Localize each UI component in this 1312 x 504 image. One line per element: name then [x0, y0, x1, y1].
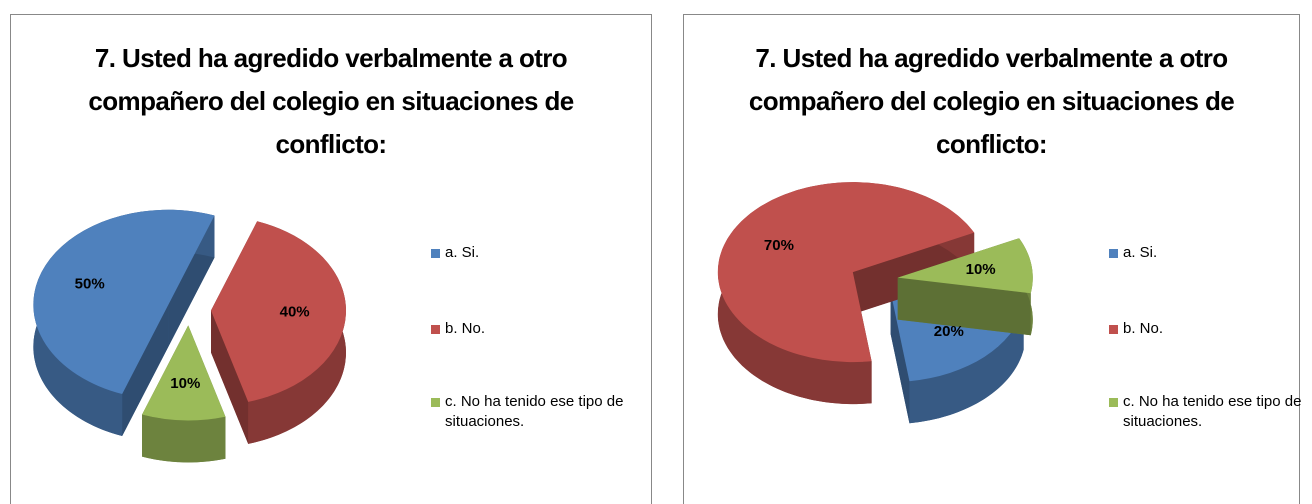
pie-chart: 20% 70% 10% — [717, 182, 1033, 424]
data-label: 50% — [75, 276, 105, 293]
legend-label: a. Si. — [445, 244, 480, 261]
legend-swatch — [431, 325, 440, 334]
legend-swatch — [431, 398, 440, 407]
legend-swatch — [1109, 325, 1118, 334]
legend-label: b. No. — [445, 320, 486, 337]
slice-wall — [122, 304, 169, 437]
data-label: 70% — [764, 237, 794, 254]
slice-top — [210, 221, 346, 402]
slice-wall — [890, 292, 910, 424]
slice-top — [897, 238, 1033, 294]
pie-slice — [897, 238, 1033, 336]
slice-side — [142, 414, 226, 463]
slice-wall — [897, 277, 1031, 336]
pie-slice — [33, 209, 215, 437]
slice-side — [909, 307, 1024, 424]
legend-item: b. No. — [1109, 319, 1312, 339]
pie-slice — [142, 325, 226, 463]
slice-wall — [210, 310, 249, 444]
data-label: 20% — [934, 323, 964, 340]
legend-label: a. Si. — [1123, 244, 1158, 261]
legend-item: c. No ha tenido ese tipo de situaciones. — [431, 392, 635, 432]
chart-title: 7. Usted ha agredido verbalmente a otro … — [748, 43, 1235, 159]
legend-swatch — [1109, 249, 1118, 258]
pie-chart: 50% 40% 10% — [33, 209, 346, 463]
legend-item: a. Si. — [1109, 243, 1312, 263]
slice-top — [717, 182, 975, 363]
legend-item: a. Si. — [431, 243, 635, 263]
chart-panel: 50% 40% 10% 7. Usted ha agredido verbalmen… — [10, 14, 652, 504]
page: 50% 40% 10% 7. Usted ha agredido verbalmen… — [10, 14, 1302, 504]
data-label: 40% — [280, 304, 310, 321]
data-label: 10% — [966, 261, 996, 278]
data-label: 10% — [170, 375, 200, 392]
slice-top — [142, 325, 226, 421]
legend-swatch — [1109, 398, 1118, 407]
slice-top — [33, 209, 215, 395]
legend-label: c. No ha tenido ese tipo de situaciones. — [1123, 393, 1302, 430]
legend-label: b. No. — [1123, 320, 1164, 337]
chart-title: 7. Usted ha agredido verbalmente a otro … — [88, 43, 574, 159]
legend-item: b. No. — [431, 319, 635, 339]
pie-slice — [210, 221, 346, 444]
legend-label: c. No ha tenido ese tipo de situaciones. — [445, 393, 624, 430]
chart-panel: 20% 70% 10% 7. Usted ha agredido verbalmen… — [683, 14, 1301, 504]
legend-swatch — [431, 249, 440, 258]
legend-item: c. No ha tenido ese tipo de situaciones. — [1109, 392, 1312, 432]
